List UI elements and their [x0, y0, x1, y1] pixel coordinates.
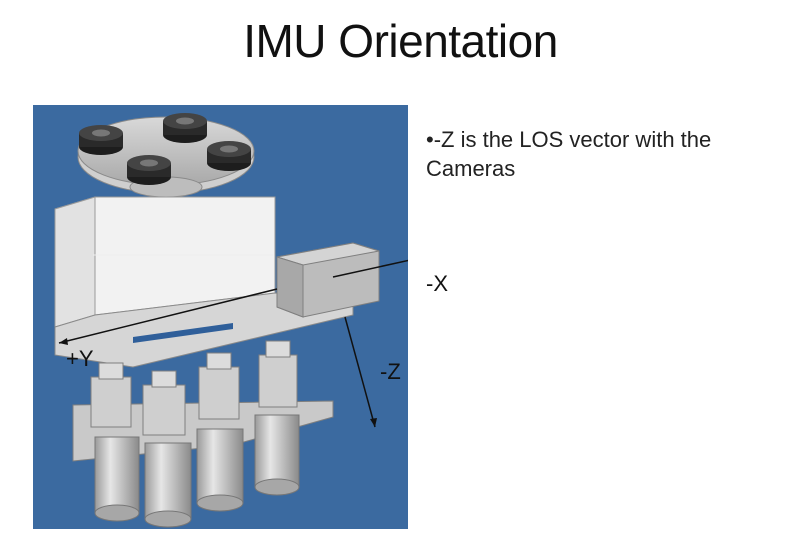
bullet-text: •-Z is the LOS vector with the Cameras	[426, 127, 712, 181]
z-axis-label: -Z	[380, 359, 401, 384]
gps-antenna-pucks	[79, 113, 251, 185]
imu-housing	[54, 196, 354, 368]
camera	[196, 352, 244, 512]
imu-cad-render	[33, 105, 408, 529]
antenna-puck	[207, 141, 251, 171]
y-axis-arrowhead	[59, 338, 68, 345]
imu-assembly-drawing	[54, 113, 408, 528]
slide-title: IMU Orientation	[243, 15, 558, 67]
camera	[90, 362, 140, 522]
z-axis-arrowhead	[370, 418, 377, 427]
axis-arrows	[58, 259, 408, 428]
x-axis-label: -X	[426, 271, 448, 296]
antenna-puck	[163, 113, 207, 143]
side-sensor-box	[276, 242, 380, 318]
x-axis-arrow	[332, 259, 408, 278]
antenna-puck	[127, 155, 171, 185]
y-axis-label: +Y	[66, 346, 94, 371]
camera	[142, 370, 192, 528]
camera	[254, 340, 300, 496]
camera-array	[90, 340, 300, 528]
antenna-puck	[79, 125, 123, 155]
y-axis-arrow	[58, 288, 278, 344]
z-axis-arrow	[344, 316, 376, 428]
